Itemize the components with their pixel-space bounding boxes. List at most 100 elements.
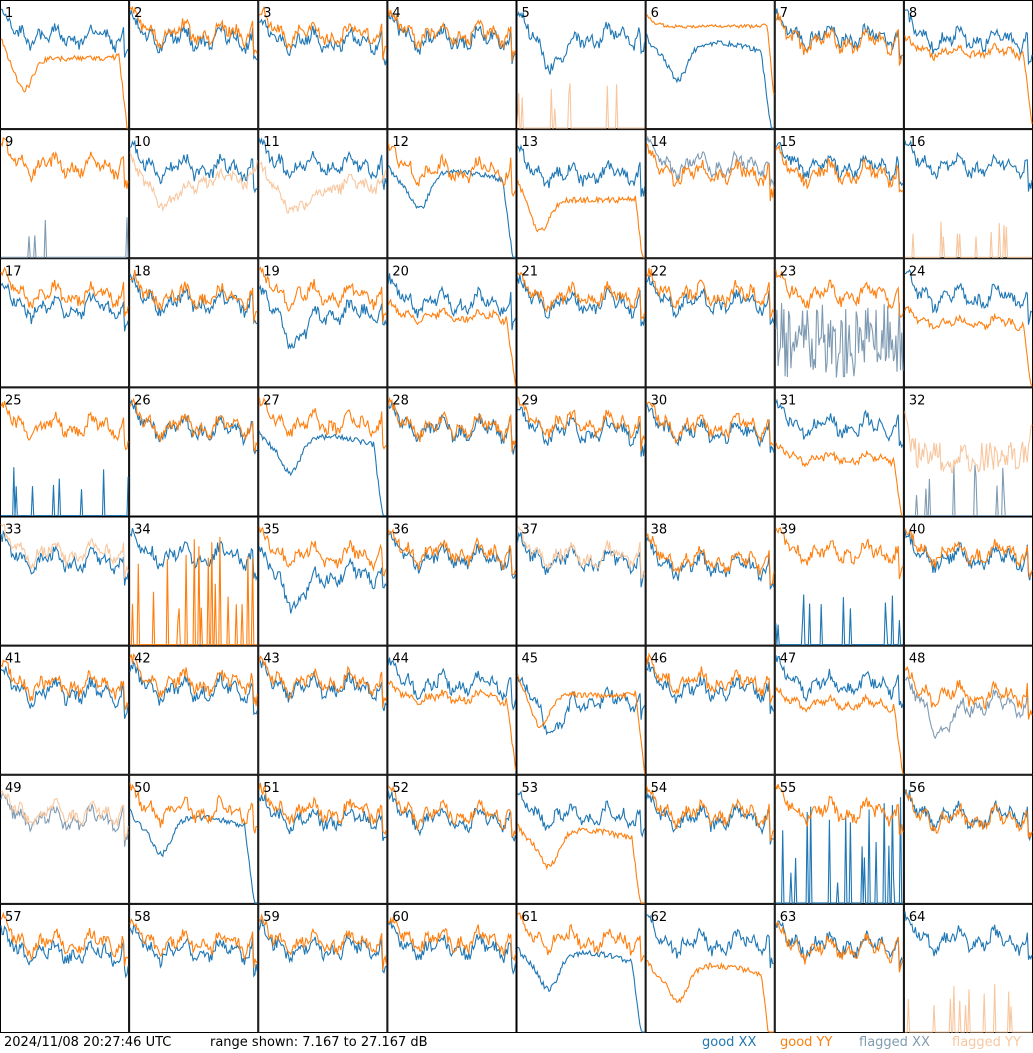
series-yy-line [516,674,646,774]
panel-46: 46 [645,645,775,775]
panel-frame [774,129,904,259]
panel-30: 30 [645,387,775,517]
panel-47: 47 [774,645,904,775]
panel-label: 60 [392,910,409,925]
panel-label: 44 [392,652,409,667]
panel-label: 40 [909,523,926,538]
panel-13: 13 [516,129,646,259]
series-yy-line [0,38,129,129]
panel-51: 51 [258,774,388,904]
panel-19: 19 [258,258,388,388]
panel-1: 1 [0,0,130,130]
panel-49: 49 [0,774,130,904]
series-yy-line [517,823,645,904]
panel-label: 13 [522,135,539,150]
series-xx-line [0,8,129,58]
series-yy-line [904,411,1033,474]
series-xx-line [387,401,517,455]
panel-52: 52 [387,774,517,904]
series-xx-line [904,676,1033,740]
panel-label: 5 [522,6,530,21]
series-yy-line [904,790,1033,839]
legend-flagged-yy: flagged YY [952,1035,1021,1050]
panel-3: 3 [258,0,388,130]
series-xx-line [387,165,516,258]
series-yy-line [646,785,775,842]
panel-55: 55 [774,774,904,904]
series-xx-line [129,273,258,325]
panel-frame [129,903,259,1033]
panel-frame [903,774,1033,904]
panel-label: 41 [5,652,22,667]
series-yy-line [387,143,517,197]
panel-27: 27 [258,387,388,517]
series-xx-line [1,467,129,517]
series-yy-line [387,298,517,387]
panel-25: 25 [0,387,130,517]
series-yy-line [258,526,387,578]
series-yy-line [387,528,517,576]
series-xx-line [775,8,903,61]
panel-label: 14 [651,135,668,150]
series-yy-line [259,161,387,214]
series-yy-line [0,400,129,451]
panel-45: 45 [516,645,646,775]
series-xx-line [904,911,1033,961]
panel-label: 56 [909,781,926,796]
panel-5: 5 [516,0,646,130]
series-yy-line [517,271,646,320]
panel-17: 17 [0,258,130,388]
panel-15: 15 [774,129,904,259]
series-xx-line [0,282,129,332]
panel-label: 46 [651,652,668,667]
panel-label: 19 [263,264,280,279]
panel-20: 20 [387,258,517,388]
series-yy-line [904,528,1033,579]
panel-label: 30 [651,393,668,408]
panel-label: 58 [134,910,151,925]
series-yy-line [775,527,904,580]
panel-label: 27 [263,393,280,408]
series-xx-line [904,789,1033,842]
panel-label: 3 [263,6,271,21]
series-xx-line [387,657,517,711]
panel-frame [516,387,646,517]
panel-frame [258,774,388,904]
series-yy-line [775,920,904,973]
panel-label: 22 [651,264,668,279]
series-yy-line [0,523,129,579]
series-xx-line [775,920,904,969]
panel-frame [129,774,259,904]
panel-37: 37 [516,516,646,646]
panel-frame [258,903,388,1033]
series-yy-line [0,136,129,189]
panel-label: 35 [263,523,280,538]
panel-frame [516,129,646,259]
series-yy-line [258,782,387,836]
series-yy-line [0,266,129,317]
panel-40: 40 [903,516,1033,646]
series-yy-line [775,143,904,193]
panel-frame [645,387,775,517]
series-xx-line [517,790,646,838]
series-yy-line [258,266,387,322]
series-xx-line [904,139,1033,192]
series-yy-line [904,665,1033,720]
series-yy-line [258,913,387,970]
panel-33: 33 [0,516,130,646]
panel-label: 6 [651,6,659,21]
panel-7: 7 [774,0,904,130]
panel-18: 18 [129,258,259,388]
panel-62: 62 [645,903,775,1033]
series-yy-line [646,959,774,1033]
panel-label: 31 [780,393,797,408]
panel-label: 21 [522,264,539,279]
panel-label: 48 [909,652,926,667]
panel-59: 59 [258,903,388,1033]
series-yy-line [0,659,129,710]
series-xx-line [388,920,517,975]
panel-frame [774,387,904,517]
panel-8: 8 [903,0,1033,130]
series-xx-line [1,217,129,258]
